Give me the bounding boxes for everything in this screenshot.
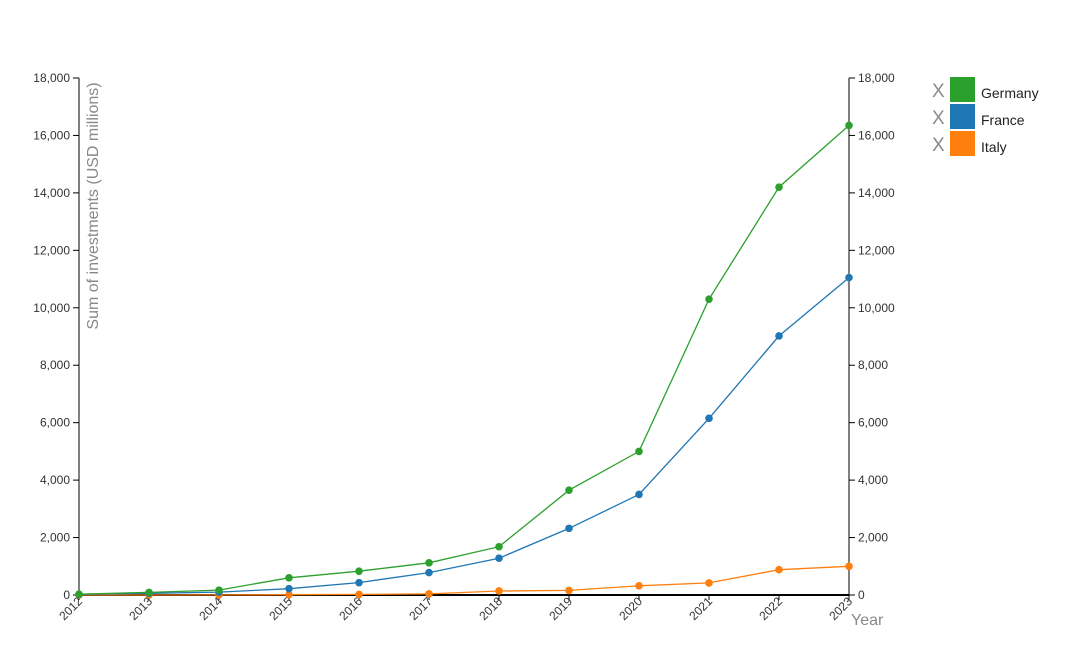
data-point-germany (705, 295, 713, 303)
x-axis-title: Year (851, 612, 884, 629)
x-tick-label: 2016 (336, 594, 365, 623)
series-line-france (78, 277, 850, 596)
y-tick-label-right: 2,000 (858, 531, 888, 545)
y-tick-label-right: 0 (858, 588, 865, 602)
data-point-italy (285, 590, 293, 599)
data-point-france (425, 568, 433, 577)
data-point-italy (775, 565, 783, 574)
x-tick-label: 2015 (266, 594, 295, 623)
y-tick-label-right: 10,000 (858, 301, 895, 315)
y-tick-label-left: 2,000 (40, 531, 70, 545)
data-point-germany (775, 183, 783, 191)
x-tick-label: 2014 (196, 594, 225, 623)
y-tick-label-left: 10,000 (33, 301, 70, 315)
y-tick-label-left: 16,000 (33, 128, 70, 142)
data-point-italy (845, 562, 853, 571)
data-point-germany (565, 486, 573, 494)
data-point-italy (635, 582, 643, 590)
x-tick-label: 2018 (476, 594, 505, 623)
data-point-france (355, 578, 363, 587)
data-point-italy (565, 586, 573, 595)
data-point-france (845, 273, 853, 282)
data-point-france (565, 524, 573, 533)
legend: X Germany X France X Italy (932, 77, 1039, 156)
y-tick-label-right: 12,000 (858, 243, 895, 257)
data-point-italy (355, 590, 363, 599)
data-point-germany (425, 559, 433, 567)
y-tick-label-left: 4,000 (40, 473, 70, 487)
y-tick-label-right: 4,000 (858, 473, 888, 487)
x-tick-label: 2017 (406, 594, 435, 623)
y-tick-label-left: 18,000 (33, 71, 70, 85)
y-axis-left: 0 2,000 4,000 6,000 8,000 10,000 12,000 14,000 1… (33, 71, 80, 602)
x-tick-label: 2021 (686, 594, 715, 623)
data-point-germany (215, 586, 223, 594)
legend-label-france: France (981, 112, 1025, 128)
series-line-italy (79, 565, 850, 596)
legend-label-germany: Germany (981, 85, 1039, 101)
series-layer (75, 121, 853, 599)
data-point-france (495, 554, 503, 563)
y-tick-label-right: 8,000 (858, 358, 888, 372)
y-tick-label-left: 6,000 (40, 416, 70, 430)
y-tick-label-right: 18,000 (858, 71, 895, 85)
data-point-france (635, 490, 643, 499)
data-point-italy (425, 590, 433, 598)
data-point-germany (635, 447, 643, 456)
legend-swatch-italy[interactable] (950, 131, 975, 156)
y-tick-label-left: 12,000 (33, 243, 70, 257)
y-tick-label-left: 8,000 (40, 358, 70, 372)
data-point-france (775, 332, 783, 340)
data-point-italy (495, 587, 503, 595)
x-axis: 2012 2013 2014 2015 2016 2017 2018 2019 2020 2021… (56, 594, 855, 623)
y-axis-right: 0 2,000 4,000 6,000 8,000 10,000 12,000 14,000 1… (848, 71, 895, 602)
data-point-italy (705, 579, 713, 587)
x-tick-label: 2022 (756, 594, 785, 623)
y-tick-label-left: 14,000 (33, 186, 70, 200)
x-tick-label: 2013 (126, 594, 155, 623)
data-point-germany (145, 588, 153, 597)
legend-remove-germany[interactable]: X (932, 81, 945, 102)
data-point-germany (285, 573, 293, 582)
data-point-germany (75, 590, 83, 598)
x-tick-label: 2020 (616, 594, 645, 623)
data-point-germany (845, 121, 853, 130)
x-tick-label: 2012 (56, 594, 85, 623)
series-line-germany (78, 124, 850, 595)
data-point-france (285, 584, 293, 593)
y-tick-label-right: 14,000 (858, 186, 895, 200)
data-point-germany (495, 542, 503, 551)
y-tick-label-right: 6,000 (858, 416, 888, 430)
y-axis-title: Sum of investments (USD millions) (85, 82, 102, 329)
x-tick-label: 2019 (546, 594, 575, 623)
legend-remove-italy[interactable]: X (932, 135, 945, 156)
y-tick-label-right: 16,000 (858, 128, 895, 142)
legend-swatch-france[interactable] (950, 104, 975, 129)
y-tick-label-left: 0 (63, 588, 70, 602)
legend-swatch-germany[interactable] (950, 77, 975, 102)
data-point-france (705, 414, 713, 423)
legend-label-italy: Italy (981, 139, 1007, 155)
legend-remove-france[interactable]: X (932, 108, 945, 129)
data-point-germany (355, 567, 363, 575)
